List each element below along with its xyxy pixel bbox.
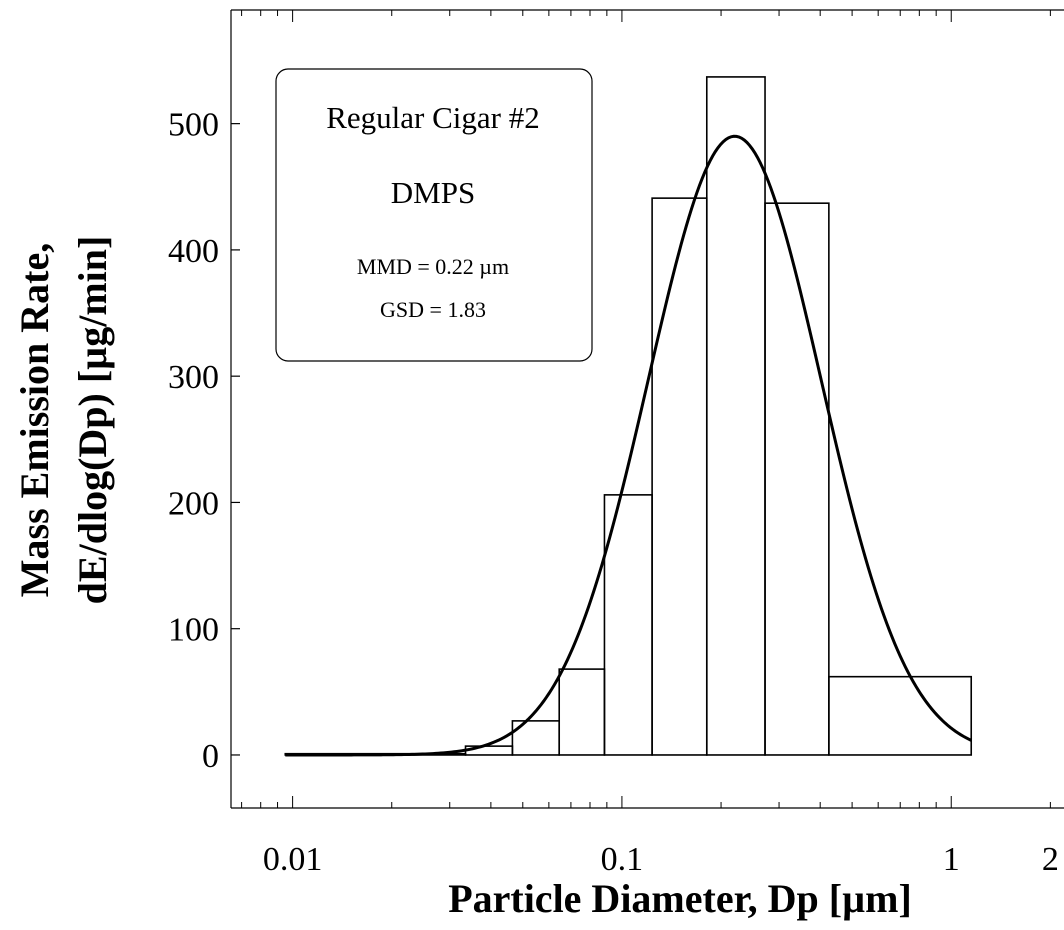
annotation-box: Regular Cigar #2 DMPS MMD = 0.22 µm GSD … [275, 68, 593, 362]
y-tick-label-300: 300 [168, 359, 219, 396]
histogram-bin-9 [828, 675, 973, 756]
y-tick-label-100: 100 [168, 612, 219, 649]
histogram-bin-4 [558, 668, 606, 756]
annotation-frame [275, 68, 593, 362]
plot-frame [230, 9, 1064, 809]
x-tick-label-0.1: 0.1 [601, 841, 644, 878]
y-tick-label-200: 200 [168, 485, 219, 522]
lognormal-fit-curve [285, 134, 972, 757]
fit-curve [285, 134, 972, 757]
histogram-bin-7 [705, 76, 766, 756]
y-tick-label-0: 0 [202, 738, 219, 775]
x-tick-label-0.01: 0.01 [263, 841, 323, 878]
annotation-mmd: MMD = 0.22 µm [357, 254, 509, 279]
x-tick-label-2: 2 [1042, 841, 1059, 878]
histogram-bin-8 [764, 202, 830, 756]
annotation-gsd: GSD = 1.83 [380, 297, 486, 322]
axis-ticks: 0 100 200 300 400 500 0.01 0.1 1 2 [168, 10, 1059, 878]
histogram-bin-6 [651, 197, 708, 756]
annotation-title: Regular Cigar #2 [326, 100, 540, 135]
x-tick-label-1: 1 [943, 841, 960, 878]
x-axis-title: Particle Diameter, Dp [µm] [448, 876, 912, 921]
y-axis-title-line1: Mass Emission Rate, [12, 243, 57, 597]
annotation-subtitle: DMPS [391, 175, 475, 210]
y-axis-title-line2: dE/dlog(Dp) [µg/min] [70, 236, 115, 605]
y-tick-label-500: 500 [168, 107, 219, 144]
histogram-bins [284, 76, 973, 756]
y-tick-label-400: 400 [168, 233, 219, 270]
